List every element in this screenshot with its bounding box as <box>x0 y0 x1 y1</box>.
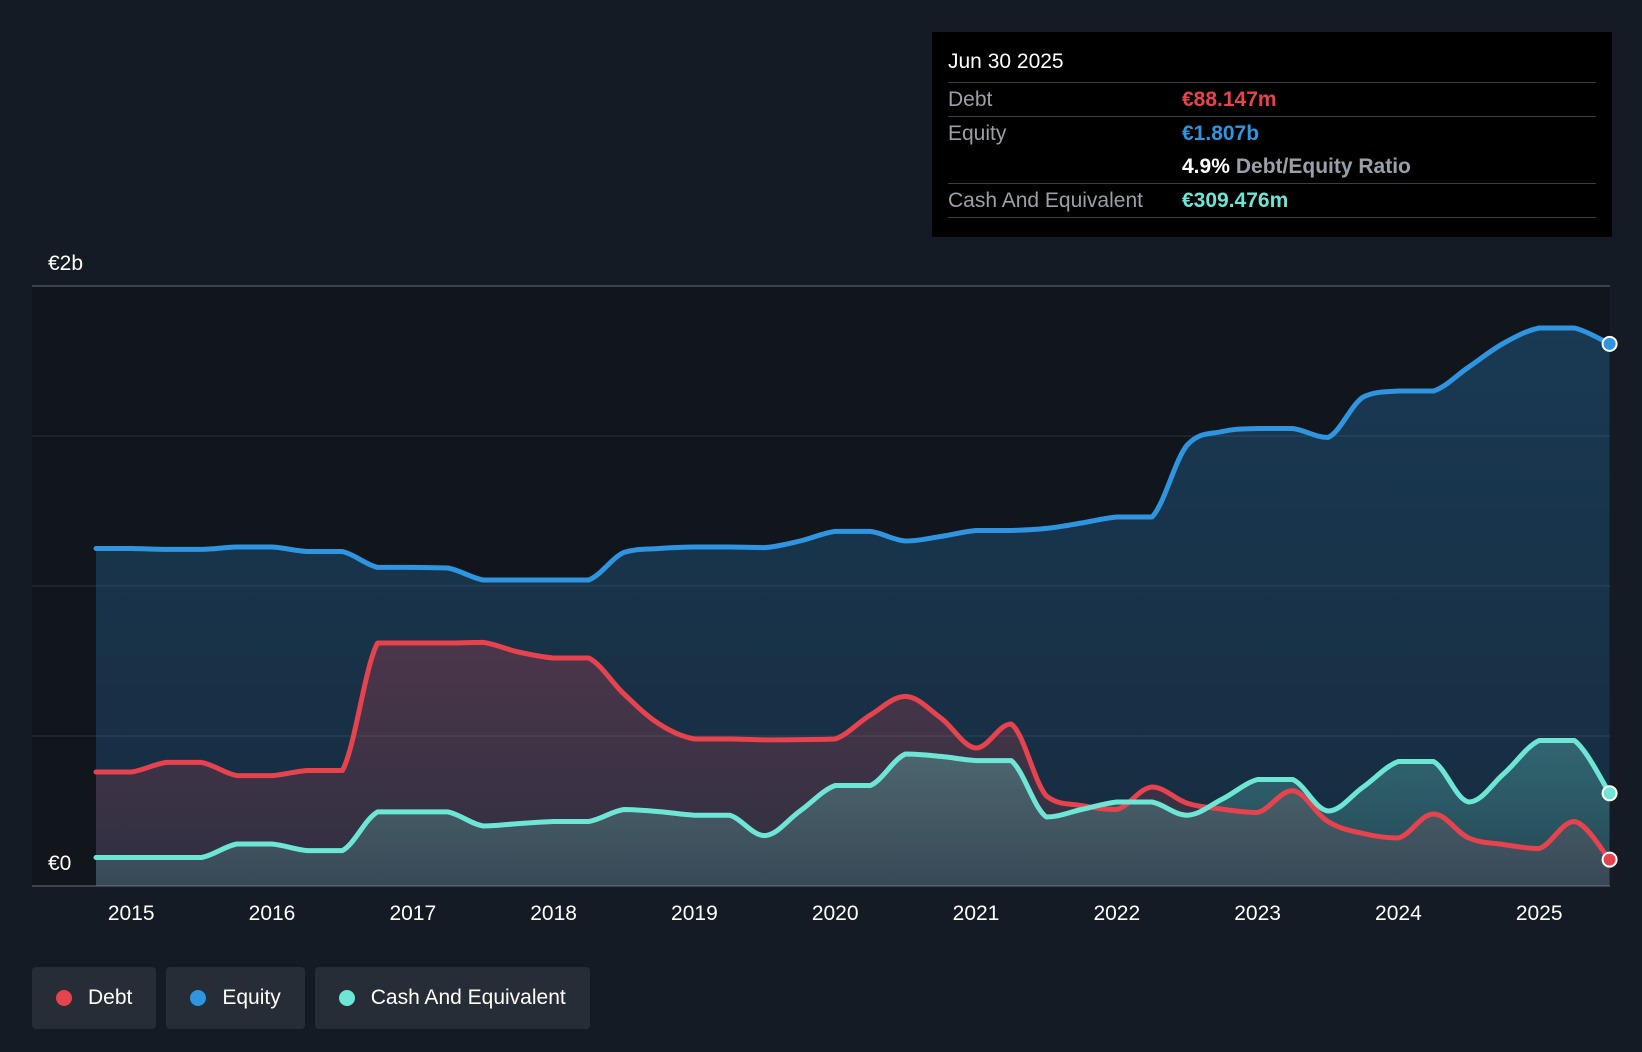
series-lines <box>93 325 1613 863</box>
legend-item-debt[interactable]: Debt <box>32 967 157 1029</box>
x-tick-label: 2020 <box>812 902 859 925</box>
tooltip-panel: Jun 30 2025 Debt €88.147m Equity €1.807b… <box>932 32 1612 237</box>
tooltip-ratio-row: 4.9% Debt/Equity Ratio <box>948 150 1596 183</box>
cash-line <box>93 738 1613 860</box>
equity-end-marker <box>1601 335 1618 352</box>
tooltip-equity-row: Equity €1.807b <box>948 116 1596 150</box>
tooltip-debt-label: Debt <box>948 87 993 111</box>
x-tick-label: 2022 <box>1093 902 1140 925</box>
debt-end-marker <box>1601 851 1618 868</box>
x-tick-label: 2025 <box>1516 902 1563 925</box>
x-tick-label: 2023 <box>1234 902 1281 925</box>
y-bottom-label: €0 <box>48 852 71 875</box>
tooltip-equity-value: €1.807b <box>1182 121 1260 145</box>
tooltip-ratio-label: Debt/Equity Ratio <box>1235 154 1411 178</box>
tooltip-equity-label: Equity <box>948 121 1007 145</box>
x-tick-label: 2019 <box>671 902 718 925</box>
tooltip-cash-row: Cash And Equivalent €309.476m <box>948 183 1596 218</box>
tooltip-debt-row: Debt €88.147m <box>948 82 1596 116</box>
x-tick-label: 2018 <box>530 902 577 925</box>
debt-dot-icon <box>56 990 72 1006</box>
cash-area <box>96 740 1610 886</box>
legend-cash-label: Cash And Equivalent <box>370 986 566 1009</box>
x-tick-label: 2021 <box>953 902 1000 925</box>
tooltip-cash-label: Cash And Equivalent <box>948 188 1143 212</box>
tooltip-ratio-value: 4.9% <box>1182 154 1230 178</box>
equity-dot-icon <box>190 990 207 1006</box>
tooltip-cash-value: €309.476m <box>1182 188 1289 212</box>
legend-item-equity[interactable]: Equity <box>166 967 305 1029</box>
x-tick-label: 2024 <box>1375 902 1422 925</box>
x-tick-label: 2016 <box>249 902 296 925</box>
x-tick-label: 2015 <box>108 902 155 925</box>
legend-item-cash[interactable]: Cash And Equivalent <box>314 967 590 1029</box>
debt-line <box>93 639 1613 863</box>
tooltip-debt-value: €88.147m <box>1182 87 1277 111</box>
x-tick-label: 2017 <box>389 902 436 925</box>
x-tick-labels: 2015 2016 2017 2018 2019 2020 2021 2022 2023 2024… <box>108 902 1563 925</box>
cash-dot-icon <box>338 990 355 1006</box>
tooltip-date: Jun 30 2025 <box>948 50 1064 73</box>
end-markers <box>1601 335 1618 868</box>
equity-line <box>93 325 1613 583</box>
y-top-label: €2b <box>48 252 83 275</box>
legend-debt-label: Debt <box>88 986 133 1009</box>
cash-end-marker <box>1601 785 1618 802</box>
chart-legend: Debt Equity Cash And Equivalent <box>32 967 590 1029</box>
legend-equity-label: Equity <box>222 986 281 1009</box>
